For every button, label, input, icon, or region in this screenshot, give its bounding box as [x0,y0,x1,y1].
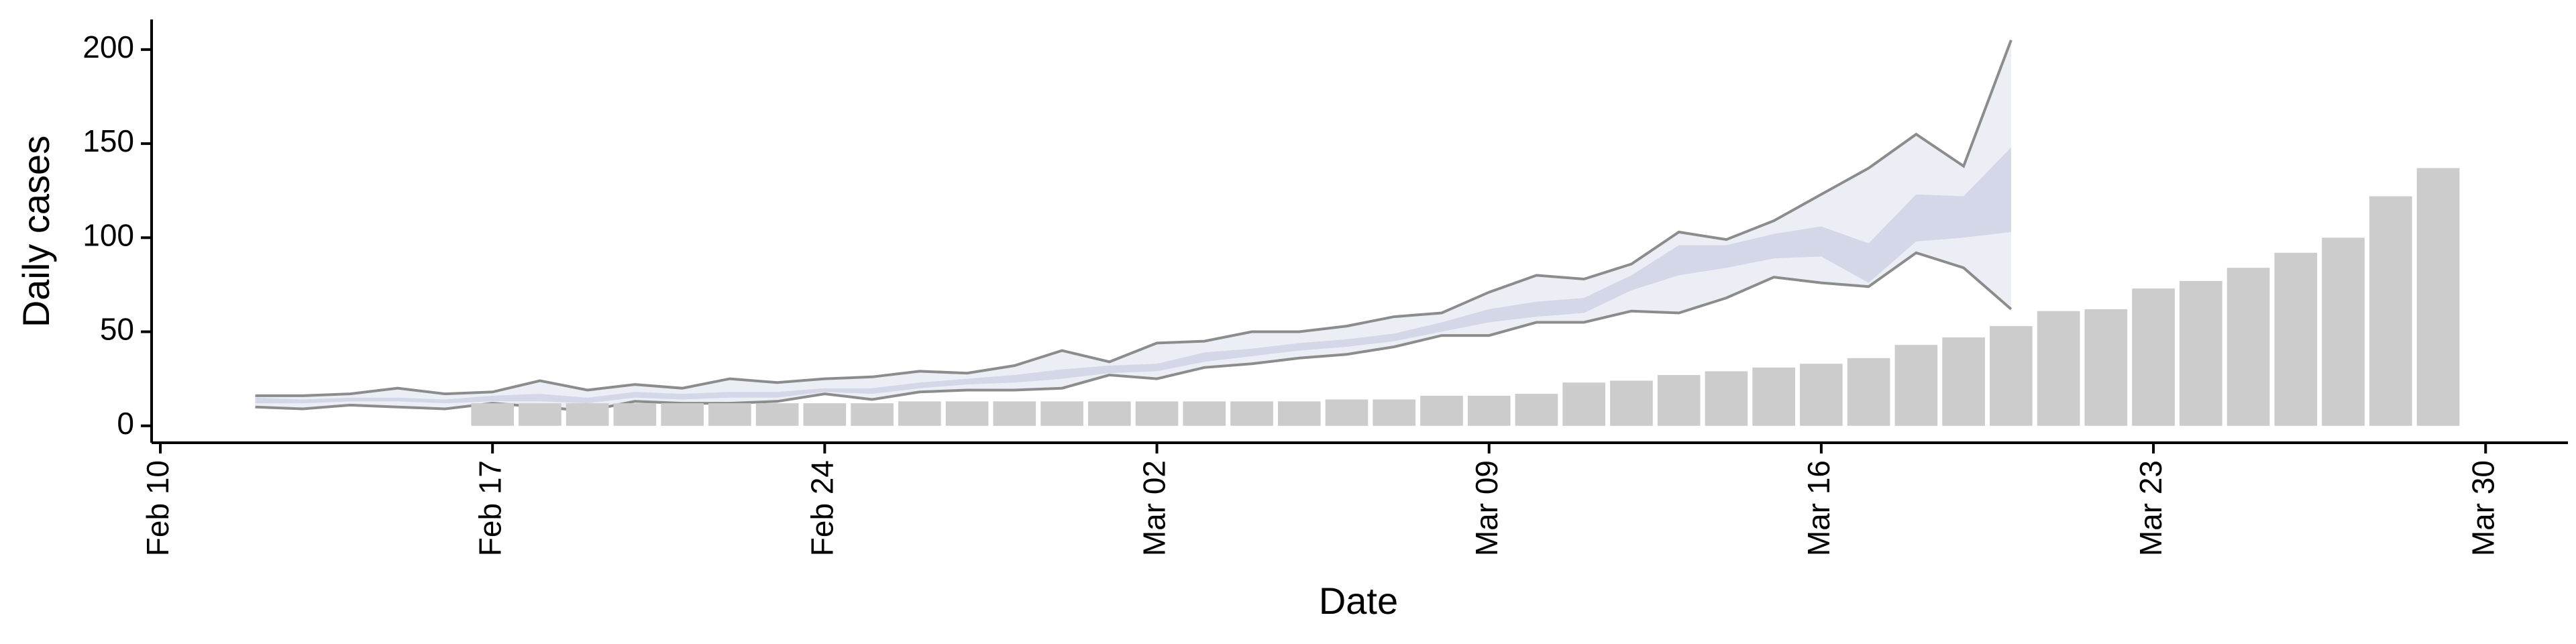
bar [1467,395,1511,426]
bar [755,403,799,426]
bar [1325,399,1368,426]
bar [1610,380,1653,426]
bar [1752,367,1795,426]
band [255,147,2011,404]
bar [708,403,751,426]
band [255,40,2011,411]
bar [2132,288,2175,426]
bar [661,403,704,426]
bar [1894,345,1938,426]
y-tick-label: 100 [83,217,134,252]
bar [1657,375,1701,426]
bar [1847,358,1890,426]
x-tick-label: Feb 24 [805,460,840,556]
x-tick-label: Mar 16 [1801,460,1836,556]
bar [851,403,894,426]
bar [1990,326,2033,426]
bar [519,403,561,426]
x-tick-label: Feb 17 [472,460,507,556]
bar [2369,196,2412,426]
bar [2226,268,2270,426]
bar [898,401,941,426]
x-tick-label: Mar 30 [2465,460,2500,556]
bar [803,403,847,426]
y-tick-label: 50 [100,312,134,347]
y-axis-title: Daily cases [15,136,57,327]
bar [2179,280,2222,426]
bar [2084,309,2128,426]
bar [2274,252,2318,426]
bar [993,401,1036,426]
bar [1420,395,1463,426]
bar [2322,237,2365,426]
x-tick-label: Mar 02 [1137,460,1172,556]
bar [613,403,657,426]
bar [1800,364,1843,426]
y-tick-label: 200 [83,30,134,64]
bar [471,403,515,426]
bar [2037,311,2080,426]
bar [1277,401,1321,426]
bar [1183,401,1226,426]
x-axis-title: Date [1319,580,1398,622]
bar [1135,401,1179,426]
bar [1562,382,1606,426]
bar [1040,401,1083,426]
bar [1705,371,1748,426]
x-tick-label: Feb 10 [140,460,175,556]
x-tick-label: Mar 23 [2133,460,2168,556]
bound-line [255,40,2012,397]
y-tick-label: 150 [83,123,134,158]
y-tick-label: 0 [117,406,134,441]
bar [1230,401,1273,426]
bar [1373,399,1416,426]
bar [945,401,989,426]
bar [1087,401,1131,426]
x-tick-label: Mar 09 [1469,460,1504,556]
bar [2416,168,2460,426]
bar [1515,394,1558,426]
bar [566,403,609,426]
bar [1942,337,1985,426]
